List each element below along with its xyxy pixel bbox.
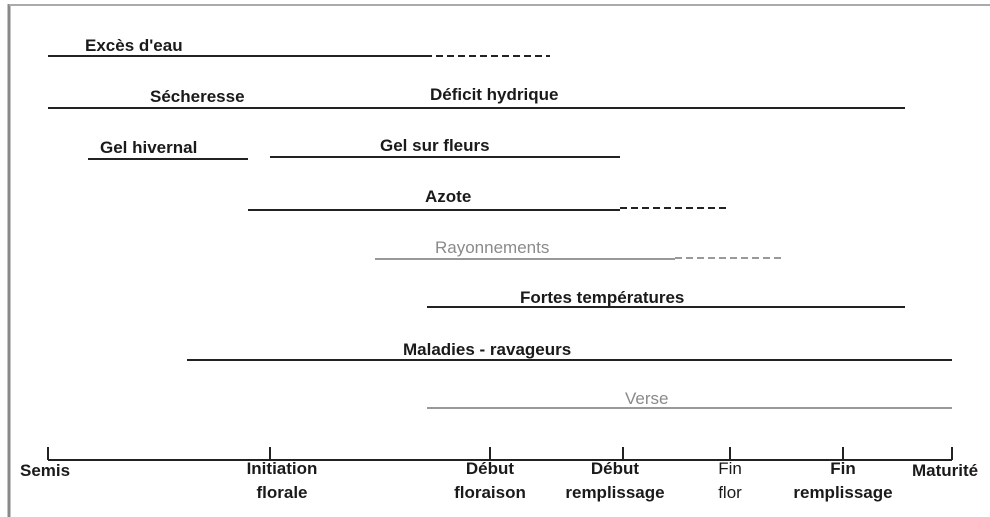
stage-label: florale (256, 483, 307, 502)
stage-label: remplissage (565, 483, 664, 502)
stage-label: Début (591, 459, 640, 478)
row-label: Maladies - ravageurs (403, 340, 571, 359)
stage-label: remplissage (793, 483, 892, 502)
stage-label: Initiation (247, 459, 318, 478)
stage-label: Fin (830, 459, 856, 478)
row-label: Rayonnements (435, 238, 549, 257)
stage-label: floraison (454, 483, 526, 502)
stage-label: flor (718, 483, 742, 502)
stage-label: Début (466, 459, 515, 478)
row-label: Excès d'eau (85, 36, 183, 55)
row-label: Gel sur fleurs (380, 136, 490, 155)
stage-label: Maturité (912, 461, 978, 480)
row-label: Gel hivernal (100, 138, 197, 157)
row-label: Déficit hydrique (430, 85, 558, 104)
stage-label: Fin (718, 459, 742, 478)
stage-label: Semis (20, 461, 70, 480)
row-label: Sécheresse (150, 87, 245, 106)
row-label: Fortes températures (520, 288, 684, 307)
row-label: Azote (425, 187, 471, 206)
row-label: Verse (625, 389, 668, 408)
